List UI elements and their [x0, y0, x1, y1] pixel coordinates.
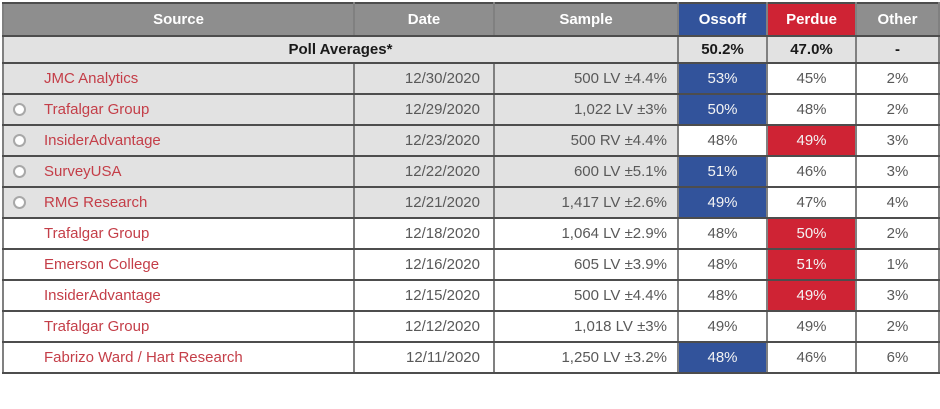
- perdue-result: 49%: [766, 124, 857, 157]
- poll-source-cell: InsiderAdvantage: [2, 124, 355, 157]
- poll-row: Trafalgar Group 12/29/2020 1,022 LV ±3% …: [2, 93, 940, 126]
- ossoff-result: 49%: [677, 186, 768, 219]
- perdue-result: 49%: [766, 310, 857, 343]
- poll-source-link[interactable]: InsiderAdvantage: [44, 287, 161, 304]
- poll-source-link[interactable]: RMG Research: [44, 194, 148, 211]
- poll-sample: 1,064 LV ±2.9%: [493, 217, 679, 250]
- other-result: 6%: [855, 341, 940, 374]
- poll-sample: 1,417 LV ±2.6%: [493, 186, 679, 219]
- other-result: 3%: [855, 279, 940, 312]
- poll-row: JMC Analytics 12/30/2020 500 LV ±4.4% 53…: [2, 62, 940, 95]
- poll-date: 12/12/2020: [353, 310, 495, 343]
- poll-row: InsiderAdvantage 12/15/2020 500 LV ±4.4%…: [2, 279, 940, 312]
- column-header-ossoff: Ossoff: [677, 2, 768, 37]
- poll-date: 12/23/2020: [353, 124, 495, 157]
- poll-source-cell: Trafalgar Group: [2, 310, 355, 343]
- column-header-date: Date: [353, 2, 495, 37]
- header-row: Source Date Sample Ossoff Perdue Other: [2, 2, 940, 37]
- poll-sample: 1,018 LV ±3%: [493, 310, 679, 343]
- other-result: 4%: [855, 186, 940, 219]
- poll-averages-ossoff: 50.2%: [677, 35, 768, 64]
- perdue-result: 49%: [766, 279, 857, 312]
- poll-source-link[interactable]: Trafalgar Group: [44, 101, 150, 118]
- poll-date: 12/22/2020: [353, 155, 495, 188]
- ossoff-result: 49%: [677, 310, 768, 343]
- poll-results-table: Source Date Sample Ossoff Perdue Other P…: [2, 2, 940, 374]
- poll-averages-label: Poll Averages*: [2, 35, 679, 64]
- radio-button-icon[interactable]: [13, 196, 26, 209]
- poll-sample: 600 LV ±5.1%: [493, 155, 679, 188]
- perdue-result: 47%: [766, 186, 857, 219]
- poll-sample: 500 RV ±4.4%: [493, 124, 679, 157]
- perdue-result: 46%: [766, 341, 857, 374]
- poll-row: RMG Research 12/21/2020 1,417 LV ±2.6% 4…: [2, 186, 940, 219]
- poll-row: InsiderAdvantage 12/23/2020 500 RV ±4.4%…: [2, 124, 940, 157]
- radio-button-icon[interactable]: [13, 134, 26, 147]
- perdue-result: 48%: [766, 93, 857, 126]
- poll-source-link[interactable]: JMC Analytics: [44, 70, 139, 87]
- column-header-perdue: Perdue: [766, 2, 857, 37]
- poll-date: 12/18/2020: [353, 217, 495, 250]
- poll-sample: 1,250 LV ±3.2%: [493, 341, 679, 374]
- poll-source-cell: Trafalgar Group: [2, 217, 355, 250]
- perdue-result: 51%: [766, 248, 857, 281]
- poll-source-link[interactable]: InsiderAdvantage: [44, 132, 161, 149]
- poll-row: Trafalgar Group 12/18/2020 1,064 LV ±2.9…: [2, 217, 940, 250]
- other-result: 3%: [855, 155, 940, 188]
- poll-date: 12/29/2020: [353, 93, 495, 126]
- poll-sample: 605 LV ±3.9%: [493, 248, 679, 281]
- poll-sample: 500 LV ±4.4%: [493, 279, 679, 312]
- other-result: 1%: [855, 248, 940, 281]
- other-result: 2%: [855, 310, 940, 343]
- ossoff-result: 50%: [677, 93, 768, 126]
- poll-source-link[interactable]: Trafalgar Group: [44, 318, 150, 335]
- poll-row: SurveyUSA 12/22/2020 600 LV ±5.1% 51% 46…: [2, 155, 940, 188]
- poll-source-link[interactable]: Trafalgar Group: [44, 225, 150, 242]
- ossoff-result: 48%: [677, 248, 768, 281]
- poll-source-cell: Trafalgar Group: [2, 93, 355, 126]
- poll-source-cell: JMC Analytics: [2, 62, 355, 95]
- poll-source-link[interactable]: Fabrizo Ward / Hart Research: [44, 349, 243, 366]
- column-header-sample: Sample: [493, 2, 679, 37]
- ossoff-result: 48%: [677, 279, 768, 312]
- poll-date: 12/21/2020: [353, 186, 495, 219]
- other-result: 2%: [855, 62, 940, 95]
- poll-source-cell: RMG Research: [2, 186, 355, 219]
- poll-sample: 1,022 LV ±3%: [493, 93, 679, 126]
- perdue-result: 50%: [766, 217, 857, 250]
- perdue-result: 45%: [766, 62, 857, 95]
- poll-averages-row: Poll Averages* 50.2% 47.0% -: [2, 35, 940, 64]
- poll-source-link[interactable]: SurveyUSA: [44, 163, 122, 180]
- poll-sample: 500 LV ±4.4%: [493, 62, 679, 95]
- other-result: 2%: [855, 217, 940, 250]
- radio-button-icon[interactable]: [13, 103, 26, 116]
- column-header-source: Source: [2, 2, 355, 37]
- other-result: 2%: [855, 93, 940, 126]
- ossoff-result: 48%: [677, 124, 768, 157]
- poll-averages-perdue: 47.0%: [766, 35, 857, 64]
- poll-row: Emerson College 12/16/2020 605 LV ±3.9% …: [2, 248, 940, 281]
- poll-source-cell: SurveyUSA: [2, 155, 355, 188]
- ossoff-result: 48%: [677, 217, 768, 250]
- poll-row: Trafalgar Group 12/12/2020 1,018 LV ±3% …: [2, 310, 940, 343]
- ossoff-result: 53%: [677, 62, 768, 95]
- poll-averages-other: -: [855, 35, 940, 64]
- poll-date: 12/16/2020: [353, 248, 495, 281]
- poll-date: 12/15/2020: [353, 279, 495, 312]
- ossoff-result: 51%: [677, 155, 768, 188]
- poll-date: 12/30/2020: [353, 62, 495, 95]
- poll-date: 12/11/2020: [353, 341, 495, 374]
- poll-source-link[interactable]: Emerson College: [44, 256, 160, 273]
- poll-source-cell: Fabrizo Ward / Hart Research: [2, 341, 355, 374]
- perdue-result: 46%: [766, 155, 857, 188]
- poll-source-cell: InsiderAdvantage: [2, 279, 355, 312]
- poll-row: Fabrizo Ward / Hart Research 12/11/2020 …: [2, 341, 940, 374]
- radio-button-icon[interactable]: [13, 165, 26, 178]
- ossoff-result: 48%: [677, 341, 768, 374]
- column-header-other: Other: [855, 2, 940, 37]
- poll-source-cell: Emerson College: [2, 248, 355, 281]
- other-result: 3%: [855, 124, 940, 157]
